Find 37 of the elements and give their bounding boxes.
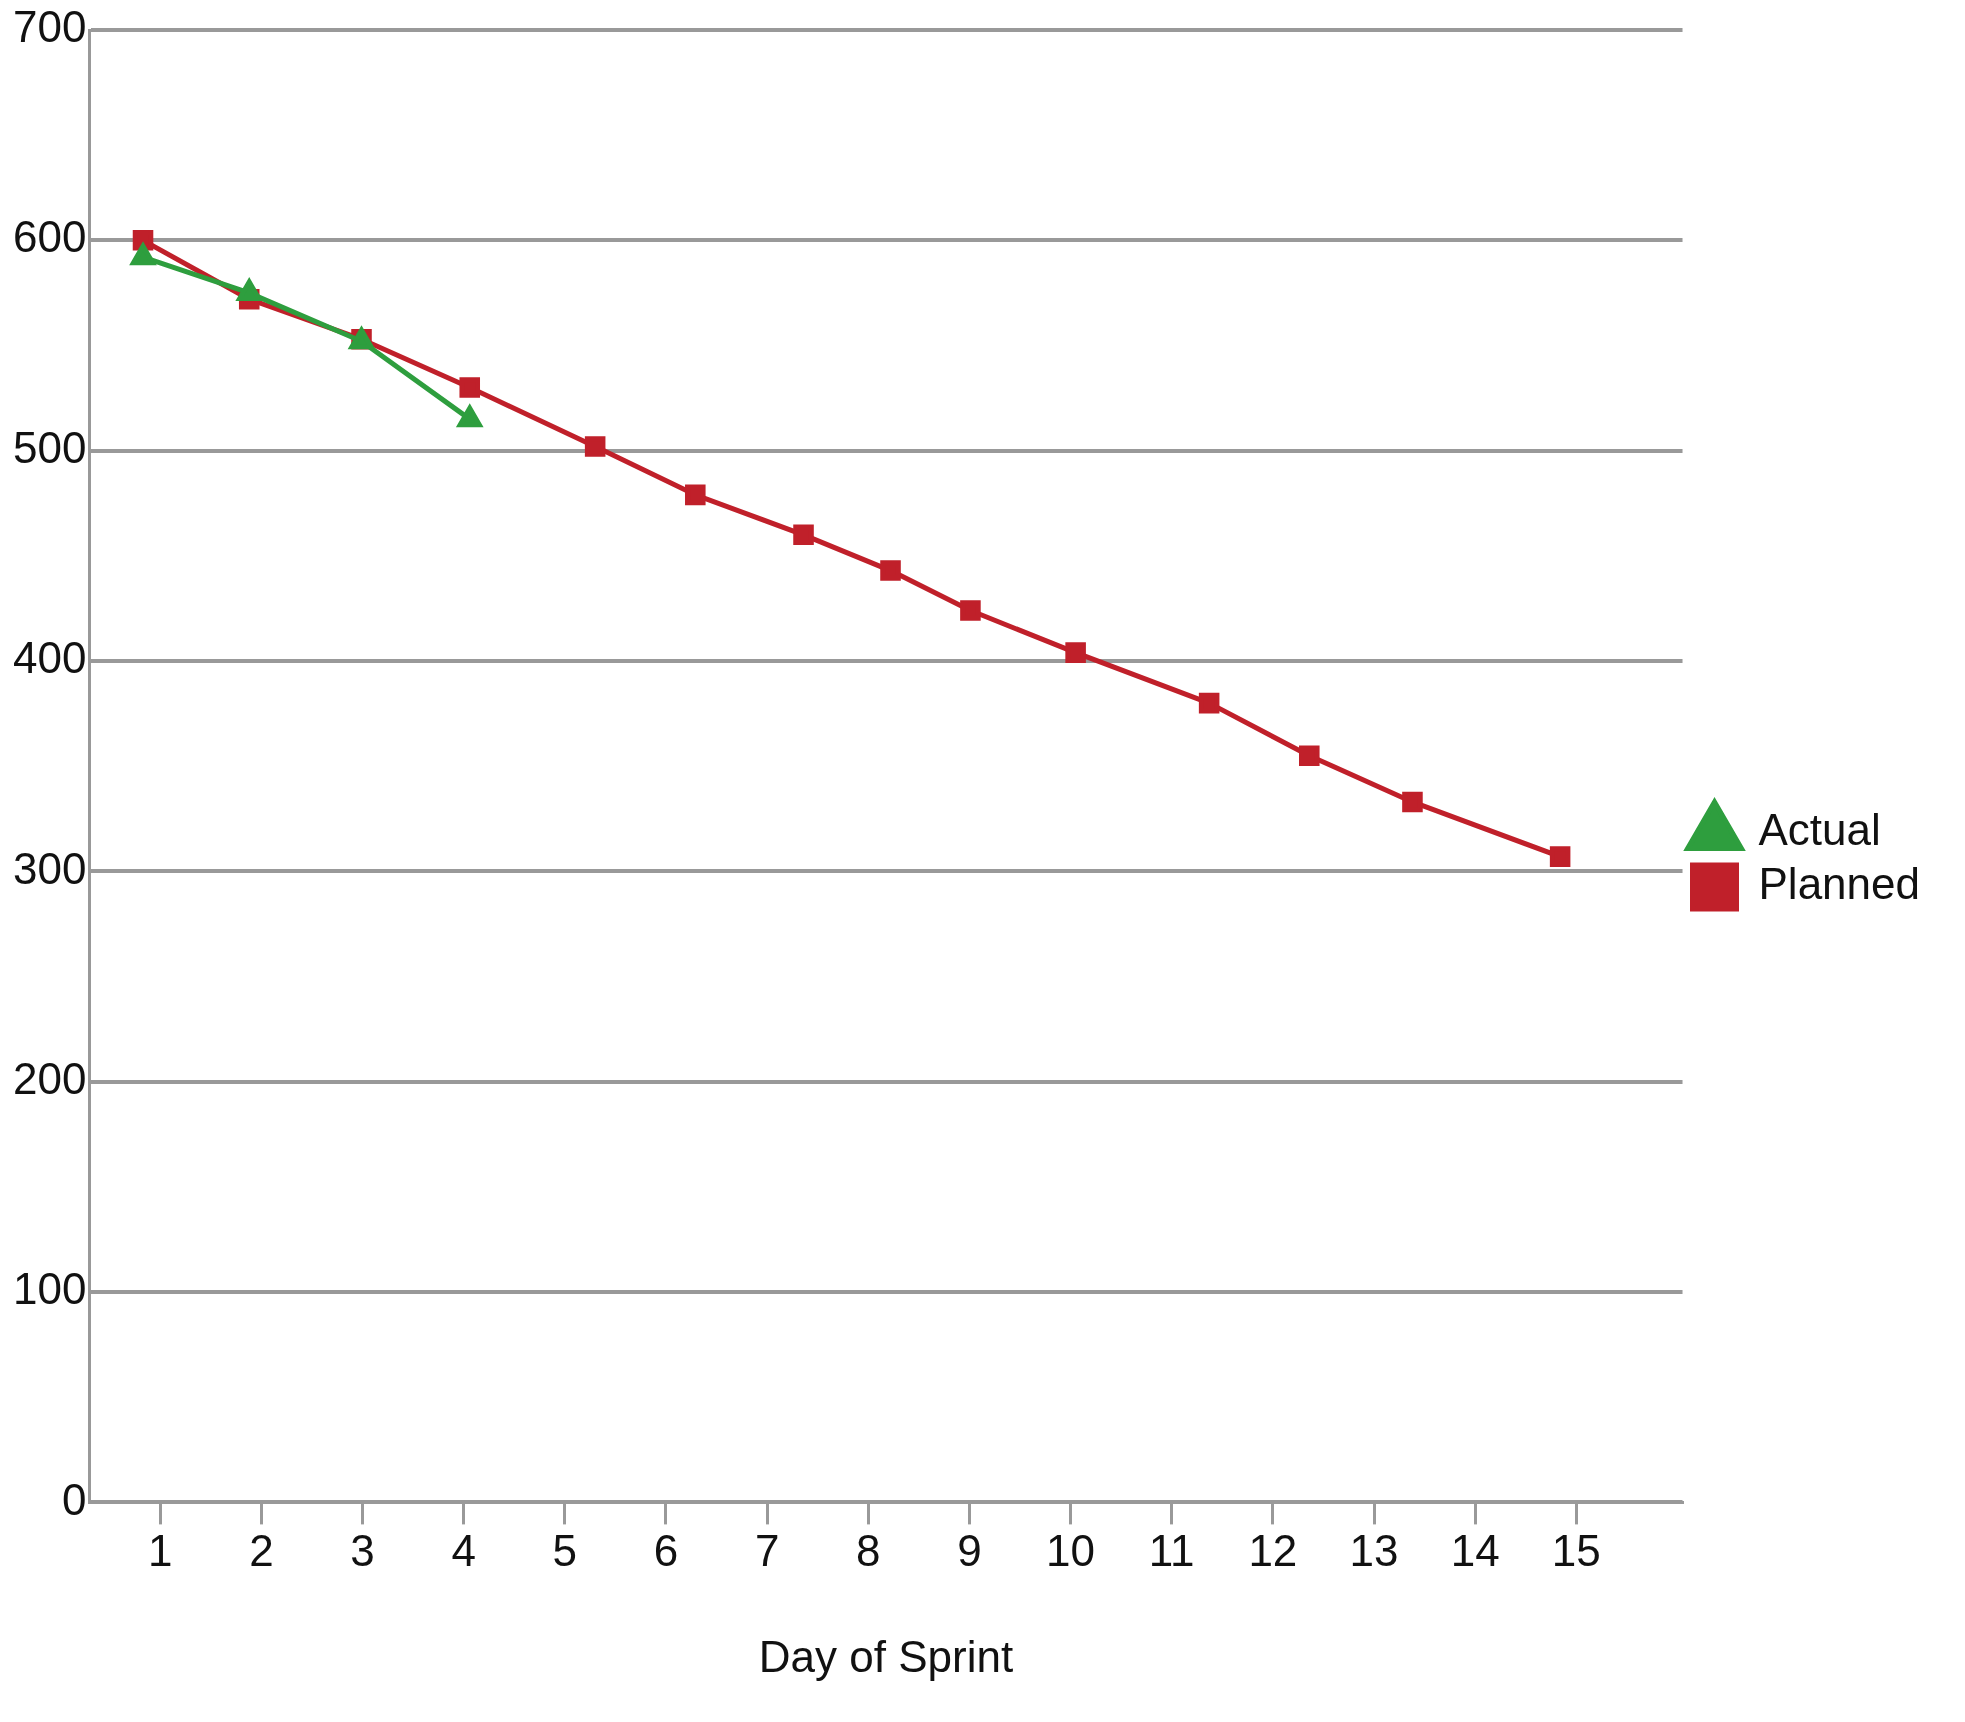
point — [1065, 642, 1086, 663]
point — [685, 484, 706, 506]
x-tick-label: 13 — [1349, 1525, 1399, 1575]
y-tick-label: 700 — [12, 2, 87, 52]
point — [880, 560, 901, 581]
x-tick-label: 11 — [1148, 1525, 1195, 1575]
x-tick-label: 5 — [552, 1525, 578, 1575]
x-tick-label: 2 — [249, 1525, 274, 1575]
point — [1198, 692, 1220, 714]
x-axis-title: Day of Sprint — [758, 1631, 1014, 1681]
x-tick-label: 12 — [1248, 1525, 1298, 1575]
y-tick-label: 600 — [12, 212, 87, 262]
y-tick-label: 500 — [12, 422, 87, 472]
legend-label: Planned — [1758, 859, 1921, 909]
x-tick-label: 8 — [856, 1525, 881, 1575]
point — [960, 600, 981, 621]
x-tick-label: 9 — [957, 1525, 982, 1575]
point — [1299, 745, 1320, 766]
x-tick-label: 3 — [350, 1525, 375, 1575]
x-tick-label: 7 — [754, 1525, 780, 1575]
y-tick-label: 100 — [12, 1264, 87, 1314]
x-tick-label: 14 — [1450, 1525, 1500, 1575]
x-tick-label: 10 — [1046, 1525, 1096, 1575]
point — [584, 436, 606, 457]
x-tick-label: 1 — [147, 1525, 173, 1575]
x-tick-label: 6 — [653, 1525, 679, 1575]
x-tick-label: 15 — [1551, 1525, 1601, 1575]
y-tick-label: 400 — [12, 633, 87, 683]
y-tick-label: 300 — [12, 843, 87, 893]
point — [459, 377, 481, 398]
point — [1402, 791, 1423, 813]
point — [1549, 846, 1571, 867]
y-tick-label: 0 — [61, 1474, 87, 1524]
x-tick-label: 4 — [451, 1525, 476, 1575]
y-tick-label: 200 — [12, 1053, 87, 1103]
legend-label: Actual — [1758, 805, 1881, 855]
point — [793, 524, 814, 546]
